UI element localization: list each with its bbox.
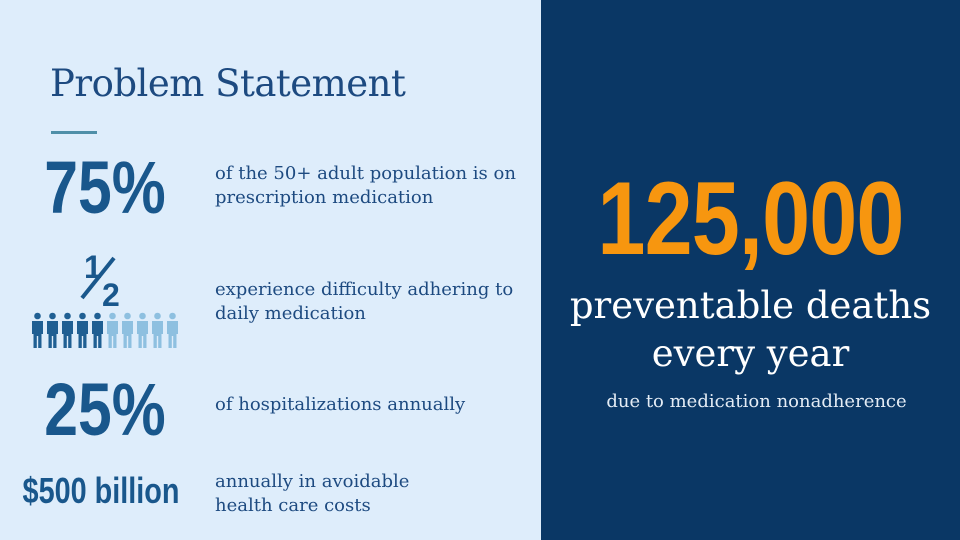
left-panel bbox=[0, 0, 541, 540]
person-icon bbox=[77, 312, 88, 348]
person-icon bbox=[152, 312, 163, 348]
deaths-caption-line1: preventable deaths bbox=[569, 284, 932, 327]
title-underline bbox=[51, 131, 97, 134]
stat-25-percent: 25% bbox=[44, 368, 166, 451]
person-icon bbox=[62, 312, 73, 348]
stat-75-percent: 75% bbox=[44, 146, 166, 229]
svg-text:2: 2 bbox=[102, 277, 120, 308]
stat-75-description: of the 50+ adult population is on prescr… bbox=[215, 163, 516, 208]
person-icon bbox=[137, 312, 148, 348]
deaths-caption-line2: every year bbox=[651, 332, 850, 375]
person-icon bbox=[167, 312, 178, 348]
page-title: Problem Statement bbox=[50, 62, 406, 105]
stat-500-description: annually in avoidable health care costs bbox=[215, 471, 410, 516]
person-icon bbox=[32, 312, 43, 348]
right-panel bbox=[541, 0, 960, 540]
stat-half-description: experience difficulty adhering to daily … bbox=[215, 279, 514, 324]
person-icon bbox=[92, 312, 103, 348]
deaths-number: 125,000 bbox=[597, 161, 904, 277]
person-icon bbox=[107, 312, 118, 348]
stat-500-billion: $500 billion bbox=[22, 470, 180, 511]
person-icon bbox=[122, 312, 133, 348]
one-half-glyph: 1 2 bbox=[80, 249, 120, 308]
deaths-caption: preventable deaths every year bbox=[541, 282, 960, 378]
deaths-note: due to medication nonadherence bbox=[606, 391, 907, 412]
stat-25-description: of hospitalizations annually bbox=[215, 394, 466, 415]
people-pictogram bbox=[31, 312, 179, 348]
person-icon bbox=[47, 312, 58, 348]
